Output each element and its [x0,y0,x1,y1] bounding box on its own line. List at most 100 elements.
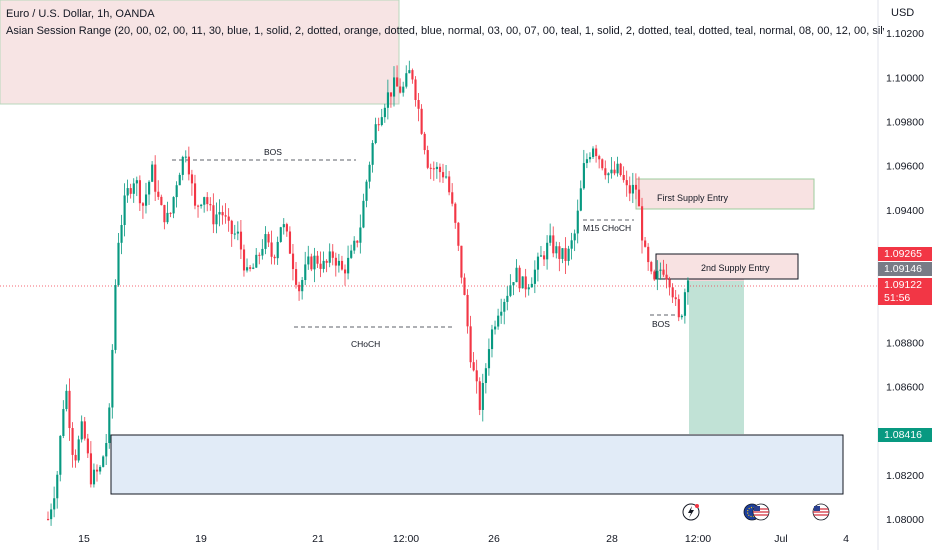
candle-body [264,234,267,249]
candle-body [445,176,448,178]
candle-body [527,287,530,290]
bos-label-1: BOS [264,147,282,157]
candle-body [193,183,197,206]
candle-body [53,498,56,510]
candle-body [371,143,374,165]
candle-body [347,257,350,274]
candle-body [481,382,484,410]
candle-body [374,124,377,144]
candle-body [313,255,316,270]
time-tick: 21 [312,533,324,545]
candle-body [641,206,644,241]
candle-body [552,235,555,254]
candle-body [656,270,659,280]
us-flag-icon[interactable] [752,503,770,521]
candle-body [154,164,157,192]
candle-body [625,180,628,186]
candle-body [628,185,631,194]
candle-body [389,92,393,97]
price-tick: 1.09800 [886,116,924,128]
candle-body [432,168,435,170]
candle-body [582,163,585,189]
candle-body [258,254,261,256]
candle-body [252,267,255,269]
candle-body [607,173,610,176]
candle-body [414,79,417,100]
candle-body [227,216,230,221]
candle-body [543,255,546,260]
candle-body [331,251,334,258]
candle-body [255,254,258,268]
candle-body [50,509,53,520]
price-badge-countdown: 51:56 [878,291,932,305]
candle-body [665,274,668,280]
candle-body [92,469,96,485]
session-range-box [0,0,400,105]
candle-body [530,283,533,288]
candle-body [304,264,307,281]
candle-body [83,421,86,439]
time-axis: 15 19 21 12:00 26 28 12:00 Jul 4 [78,533,849,545]
candle-body [549,235,552,243]
candle-body [616,163,619,174]
first-supply-zone[interactable] [635,178,815,210]
flash-icon[interactable] [682,503,700,521]
candle-body [585,159,589,164]
candle-body [686,280,690,293]
candle-body [246,267,249,271]
candle-body [662,269,665,275]
candle-body [546,242,549,260]
candle-body [108,407,111,444]
time-tick: 4 [843,533,849,545]
candle-body [144,194,148,206]
candle-body [659,269,662,271]
candle-body [322,260,325,269]
candle-body [417,99,420,109]
candle-body [62,409,65,436]
candle-body [59,435,62,475]
candle-body [619,163,622,175]
candle-body [536,256,540,270]
price-tick: 1.08600 [886,381,924,393]
second-supply-zone[interactable] [655,253,799,280]
candle-body [178,174,181,186]
candle-body [677,299,680,318]
candle-body [386,92,390,108]
candle-body [472,362,475,371]
candle-body [647,246,650,263]
time-tick: 19 [195,533,207,545]
candle-body [212,205,215,225]
candle-body [610,169,613,174]
indicator-legend[interactable]: Asian Session Range (20, 00, 02, 00, 11,… [6,25,884,37]
candle-body [573,233,576,241]
price-tick: 1.08800 [886,337,924,349]
candle-body [132,183,135,194]
candle-body [148,181,151,195]
candle-body [484,368,487,383]
m15-choch-label: M15 CHoCH [583,223,631,233]
candle-body [637,189,641,207]
candle-body [218,212,221,215]
candle-body [650,262,653,272]
candle-body [200,204,203,207]
candle-body [539,255,543,257]
candle-body [279,227,282,242]
candle-body [261,248,264,256]
candle-body [340,260,344,270]
candle-body [120,225,123,243]
candle-body [469,326,472,363]
us-flag-icon-2[interactable] [812,503,830,521]
candle-body [438,166,442,173]
currency-label: USD [891,7,915,19]
candle-body [567,248,570,261]
price-badge-grey: 1.09146 [878,262,932,276]
candle-body [242,249,246,271]
candle-body [466,294,469,327]
candle-body [475,370,478,382]
candle-body [89,453,93,485]
demand-zone[interactable] [110,434,844,495]
candle-body [233,233,236,235]
price-tick: 1.10200 [886,28,924,40]
candle-body [310,256,313,270]
